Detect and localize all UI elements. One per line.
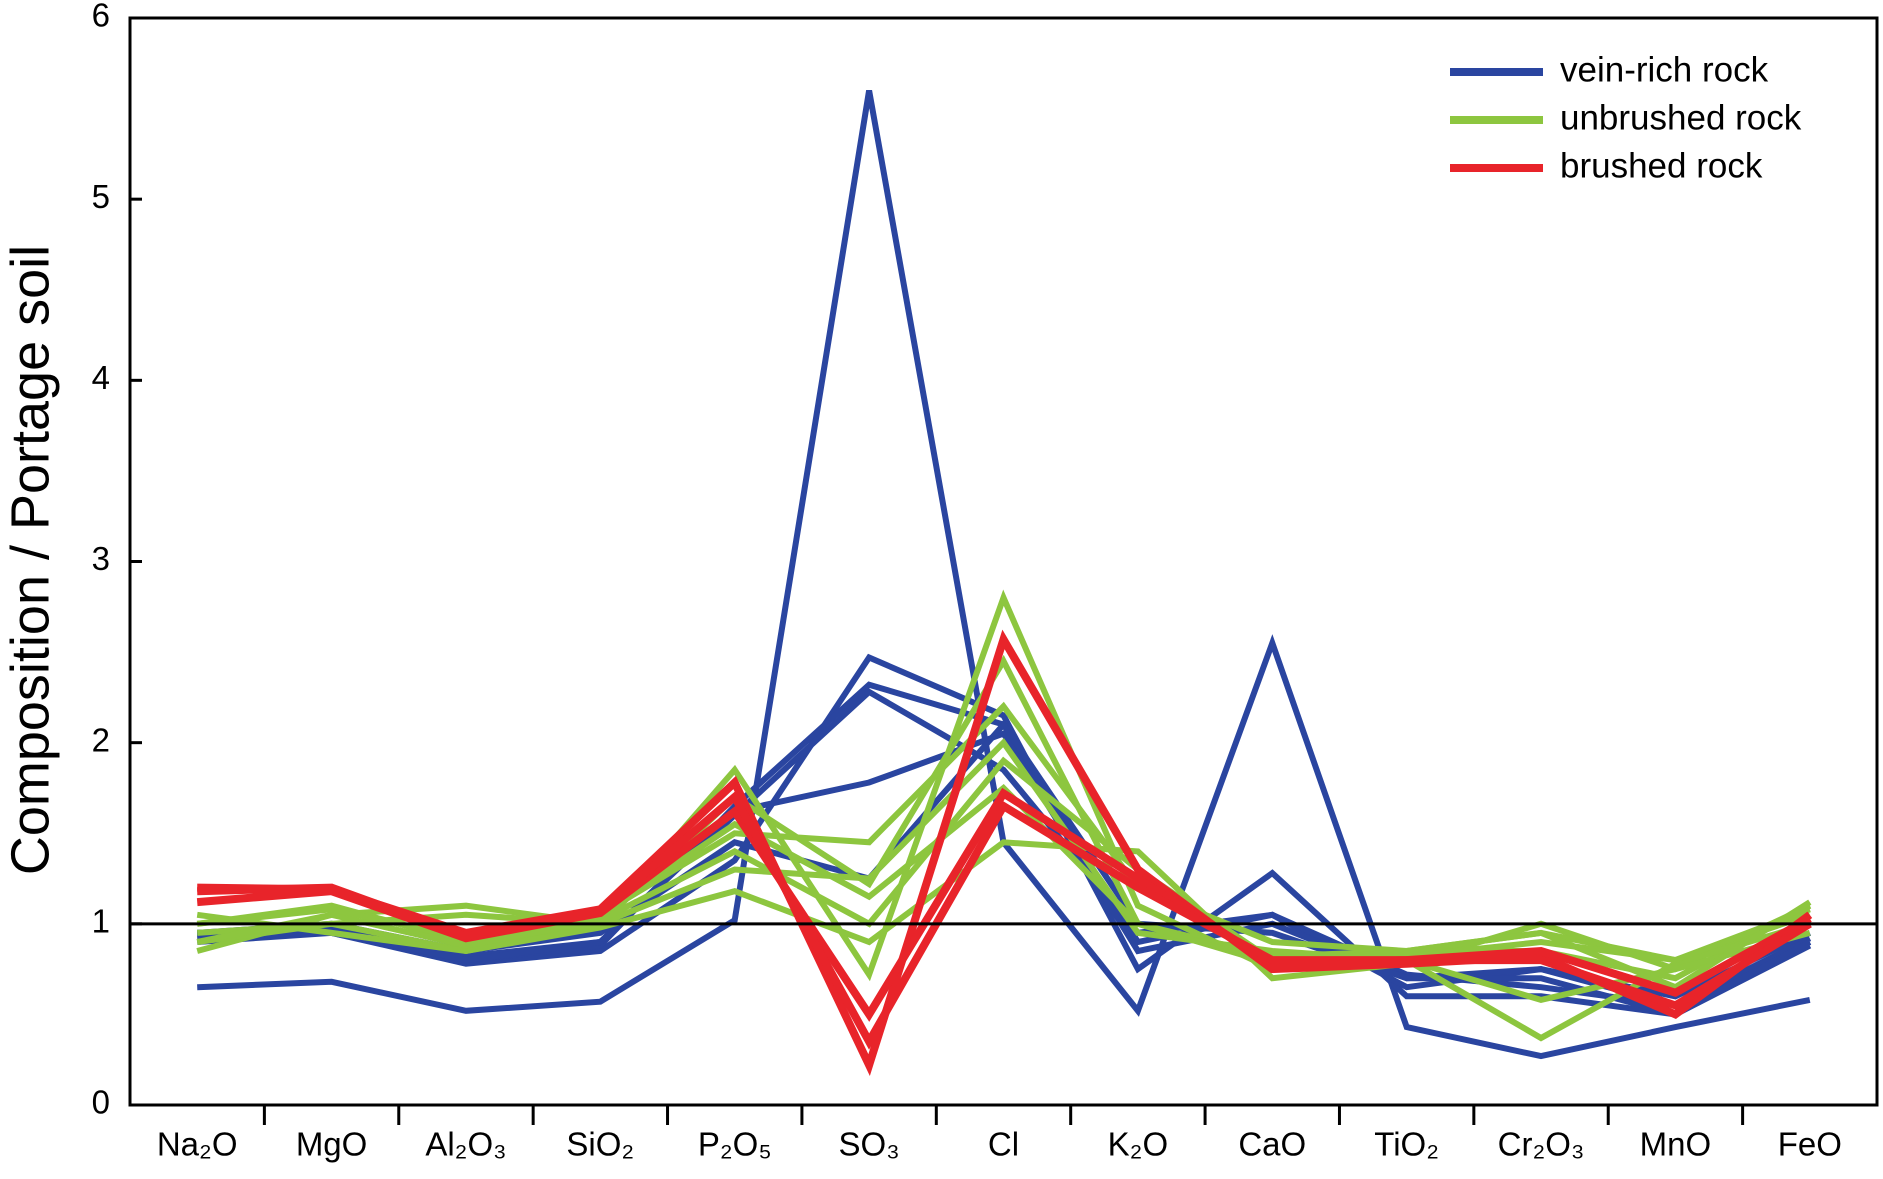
- legend-label: vein-rich rock: [1560, 50, 1769, 89]
- y-tick-label: 2: [92, 721, 110, 758]
- x-tick-label: Al₂O₃: [425, 1126, 506, 1163]
- series-line: [197, 653, 1812, 1018]
- x-tick-label: Cl: [988, 1126, 1019, 1163]
- x-tick-label: SiO₂: [566, 1126, 634, 1163]
- series-line: [196, 589, 1812, 1004]
- x-tick-label: SO₃: [839, 1126, 900, 1163]
- y-tick-label: 6: [92, 0, 110, 34]
- series-line: [197, 89, 1811, 1060]
- legend-label: unbrushed rock: [1560, 98, 1802, 137]
- x-tick-label: CaO: [1238, 1126, 1306, 1163]
- x-tick-label: Na₂O: [157, 1126, 238, 1163]
- x-tick-label: K₂O: [1108, 1126, 1169, 1163]
- y-axis-label: Composition / Portage soil: [0, 245, 60, 875]
- x-tick-label: MgO: [296, 1126, 368, 1163]
- y-tick-label: 4: [92, 359, 110, 396]
- legend-label: brushed rock: [1560, 146, 1763, 185]
- series-line: [196, 756, 1811, 964]
- y-tick-label: 3: [92, 540, 110, 577]
- x-tick-label: Cr₂O₃: [1498, 1126, 1585, 1163]
- y-tick-label: 0: [92, 1084, 110, 1121]
- y-tick-label: 1: [92, 903, 110, 940]
- x-tick-label: MnO: [1640, 1126, 1712, 1163]
- series-line: [197, 790, 1812, 1050]
- plot-frame: [128, 16, 1879, 1107]
- y-tick-label: 5: [92, 178, 110, 215]
- x-tick-label: TiO₂: [1374, 1126, 1439, 1163]
- x-tick-label: P₂O₅: [698, 1126, 772, 1163]
- series-line: [197, 729, 1812, 1018]
- series-line: [197, 688, 1812, 1009]
- x-tick-label: FeO: [1778, 1126, 1842, 1163]
